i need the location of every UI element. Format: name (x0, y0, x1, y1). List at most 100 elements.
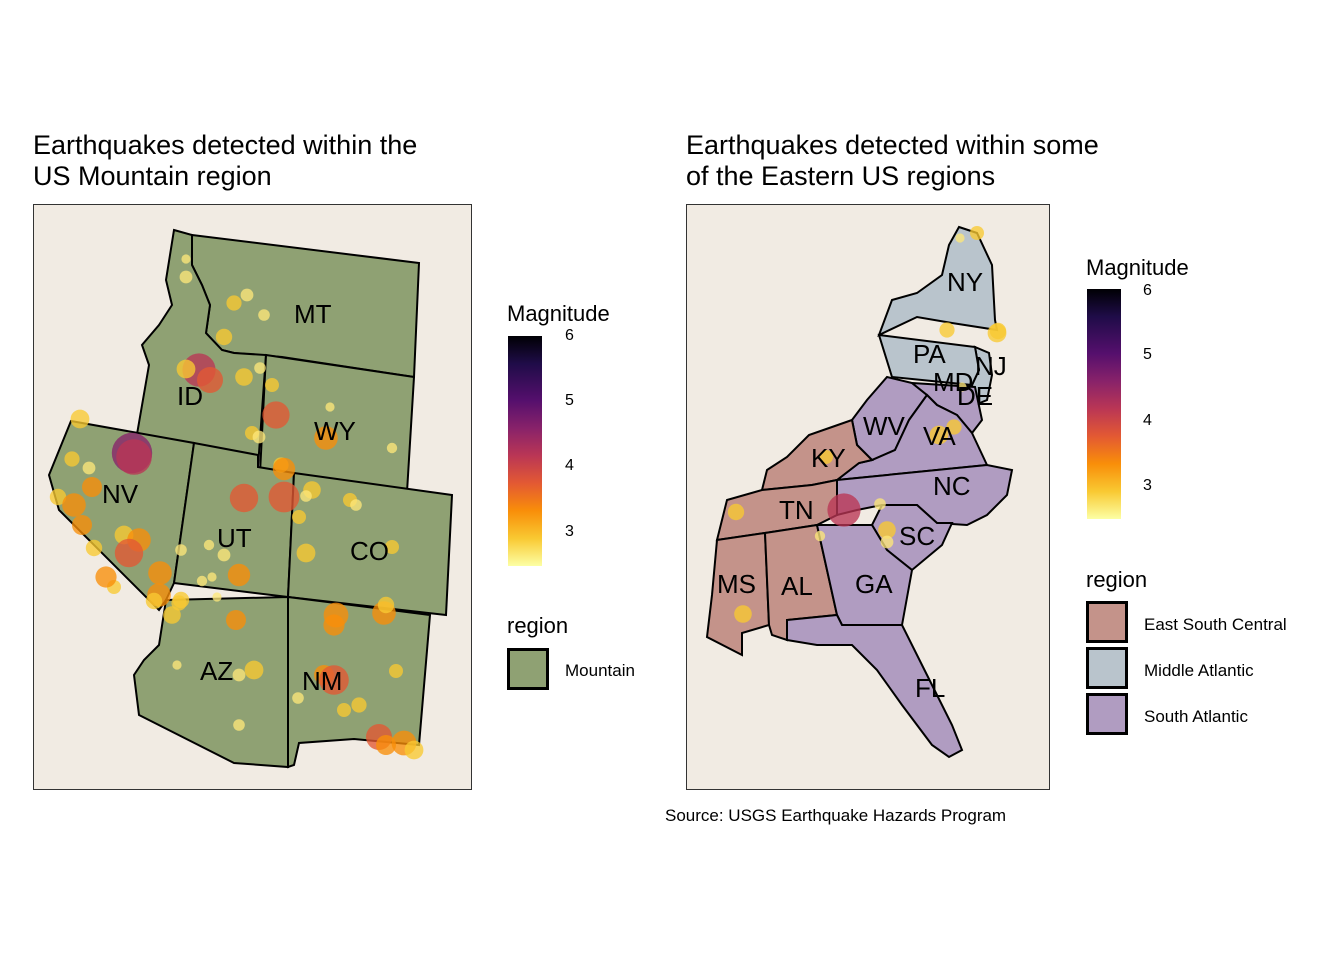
earthquake-point (386, 442, 398, 454)
earthquake-point (325, 402, 335, 412)
state-label-wv: WV (863, 411, 906, 441)
earthquake-point (240, 288, 254, 302)
right-region-legend-title: region (1086, 567, 1148, 592)
earthquake-point (72, 515, 92, 535)
earthquake-point (226, 295, 242, 311)
earthquake-point (262, 401, 290, 429)
earthquake-point (955, 233, 965, 243)
state-label-sc: SC (899, 521, 935, 551)
state-label-co: CO (350, 536, 389, 566)
earthquake-point (385, 540, 399, 554)
earthquake-point (970, 226, 984, 240)
earthquake-point (350, 499, 362, 511)
left-region-legend-title: region (507, 613, 569, 638)
earthquake-point (389, 664, 403, 678)
state-label-ny: NY (947, 267, 983, 297)
state-label-az: AZ (200, 656, 233, 686)
state-label-al: AL (781, 571, 813, 601)
earthquake-point (229, 483, 259, 513)
earthquake-point (878, 521, 896, 539)
source-caption: Source: USGS Earthquake Hazards Program (665, 806, 1007, 825)
legend-swatch-south-atlantic (1086, 693, 1128, 735)
state-label-mt: MT (294, 299, 332, 329)
left-map-title: Earthquakes detected within the US Mount… (33, 130, 418, 191)
earthquake-point (337, 703, 351, 717)
state-label-de: DE (957, 381, 993, 411)
legend-label-middle-atlantic: Middle Atlantic (1144, 661, 1254, 680)
left-mag-tick-3: 3 (565, 523, 574, 540)
left-magnitude-colorbar (508, 336, 542, 566)
earthquake-point (376, 735, 396, 755)
state-label-pa: PA (913, 339, 946, 369)
earthquake-point (827, 493, 861, 527)
right-magnitude-legend-title: Magnitude (1086, 255, 1189, 280)
earthquake-point (196, 575, 208, 587)
earthquake-point (272, 457, 296, 481)
state-label-ms: MS (717, 569, 756, 599)
earthquake-point (323, 614, 345, 636)
state-label-wy: WY (314, 416, 356, 446)
left-mag-tick-5: 5 (565, 392, 574, 409)
earthquake-point (734, 605, 752, 623)
earthquake-point (64, 451, 80, 467)
state-pa (877, 333, 981, 387)
state-label-nj: NJ (975, 351, 1007, 381)
earthquake-point (987, 323, 1007, 343)
earthquake-point (314, 426, 338, 450)
earthquake-point (95, 566, 117, 588)
earthquake-point (181, 254, 191, 264)
earthquake-point (176, 359, 196, 379)
right-magnitude-colorbar (1087, 289, 1121, 519)
earthquake-point (319, 665, 349, 695)
earthquake-point (292, 692, 304, 704)
earthquake-point (268, 481, 300, 513)
earthquake-point (62, 493, 86, 517)
earthquake-point (148, 561, 172, 585)
earthquake-point (203, 539, 215, 551)
state-label-nm: NM (302, 666, 342, 696)
state-co (286, 471, 454, 617)
earthquake-point (226, 610, 246, 630)
legend-swatch-middle-atlantic (1086, 647, 1128, 689)
earthquake-point (82, 477, 102, 497)
state-label-ga: GA (855, 569, 893, 599)
state-label-nc: NC (933, 471, 971, 501)
earthquake-point (172, 660, 182, 670)
earthquake-point (207, 572, 217, 582)
state-nm (287, 595, 432, 769)
earthquake-point (351, 697, 367, 713)
right-mag-tick-3: 3 (1143, 477, 1152, 494)
right-mag-tick-5: 5 (1143, 346, 1152, 363)
earthquake-point (727, 503, 745, 521)
earthquake-point (163, 606, 181, 624)
earthquake-point (244, 660, 264, 680)
earthquake-point (116, 439, 152, 475)
earthquake-point (82, 461, 96, 475)
earthquake-points-mountain (49, 254, 424, 760)
earthquake-point (300, 490, 312, 502)
earthquake-point (296, 543, 316, 563)
legend-swatch-east-south-central (1086, 601, 1128, 643)
earthquake-point (171, 595, 187, 611)
legend-label-mountain: Mountain (565, 661, 635, 680)
left-mag-tick-4: 4 (565, 457, 574, 474)
earthquake-point (232, 668, 246, 682)
earthquake-point (215, 328, 233, 346)
earthquake-point (114, 538, 144, 568)
earthquake-point (377, 596, 395, 614)
legend-label-east-south-central: East South Central (1144, 615, 1287, 634)
mountain-map: MT ID WY NV UT CO AZ NM (47, 228, 454, 769)
earthquake-point (939, 322, 955, 338)
earthquake-point (85, 539, 103, 557)
earthquake-point (880, 535, 894, 549)
earthquake-point (814, 530, 826, 542)
eastern-map-panel: NY PA NJ MD DE WV VA KY NC TN SC MS AL G… (686, 204, 1050, 790)
state-label-md: MD (933, 367, 973, 397)
left-mag-tick-6: 6 (565, 327, 574, 344)
earthquake-point (49, 488, 67, 506)
eastern-map: NY PA NJ MD DE WV VA KY NC TN SC MS AL G… (705, 225, 1014, 759)
earthquake-point (265, 378, 279, 392)
right-mag-tick-6: 6 (1143, 282, 1152, 299)
mountain-map-panel: MT ID WY NV UT CO AZ NM (33, 204, 472, 790)
state-ny (877, 225, 999, 337)
